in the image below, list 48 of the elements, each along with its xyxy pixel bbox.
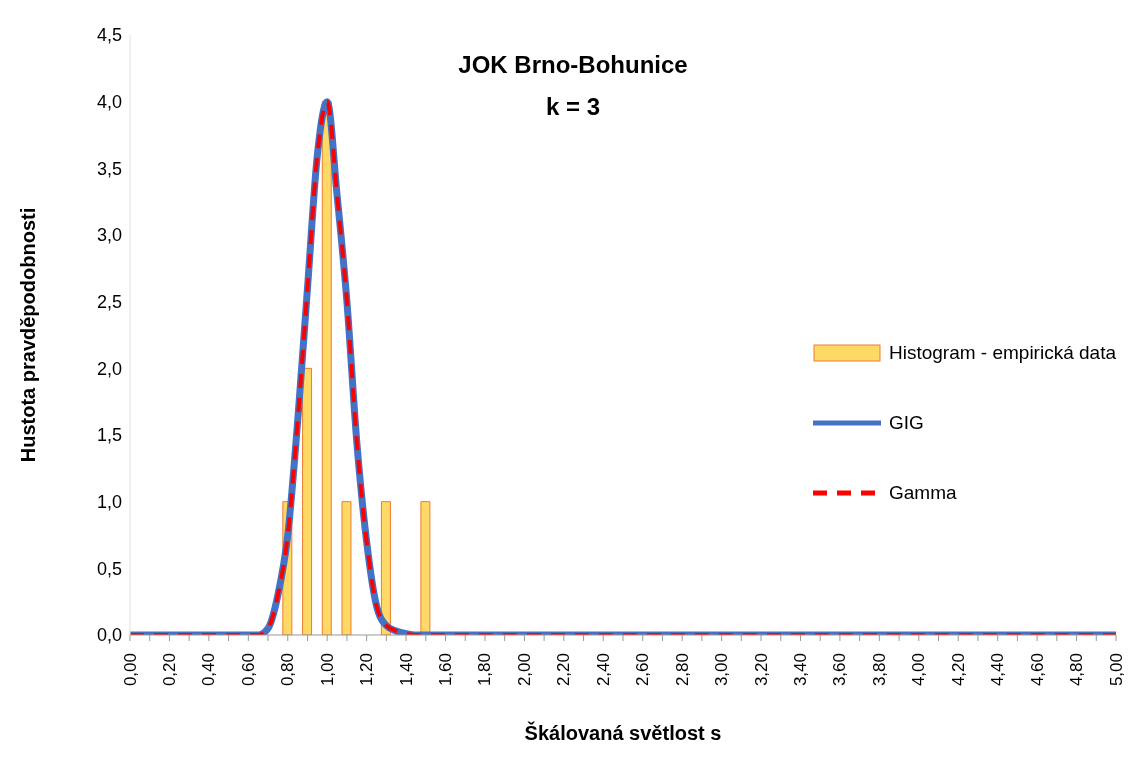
x-tick-label: 3,40: [790, 653, 810, 687]
x-tick-label: 3,80: [869, 653, 889, 687]
y-tick-label: 0,5: [96, 558, 122, 579]
x-tick-label: 2,40: [593, 653, 613, 687]
x-tick-label: 1,40: [396, 653, 416, 687]
x-tick-label: 2,80: [672, 653, 692, 687]
x-tick-label: 4,40: [988, 653, 1008, 687]
x-tick-label: 3,00: [712, 653, 732, 687]
bar: [302, 367, 313, 635]
x-tick-label: 1,00: [317, 653, 337, 687]
x-tick-label: 4,60: [1027, 653, 1047, 687]
x-tick-label: 4,80: [1067, 653, 1087, 687]
x-tick-label: 0,80: [278, 653, 298, 687]
bar: [341, 501, 352, 635]
y-tick-label: 3,0: [96, 225, 122, 246]
x-tick-label: 3,60: [830, 653, 850, 687]
x-tick-label: 1,80: [475, 653, 495, 687]
legend-label: GIG: [888, 412, 924, 434]
y-tick-label: 0,0: [96, 625, 122, 646]
y-tick-label: 1,0: [96, 492, 122, 513]
text: k = 3: [544, 92, 601, 122]
bar: [420, 501, 431, 635]
bar: [380, 501, 391, 635]
y-tick-label: 2,5: [96, 292, 122, 313]
y-tick-label: 4,0: [96, 92, 122, 113]
x-axis-title: Škálovaná světlost s: [524, 721, 722, 744]
legend-label: Histogram - empirická data: [888, 342, 1116, 364]
y-axis-title: Hustota pravděpodobnosti: [17, 207, 40, 463]
x-tick-label: 1,60: [436, 653, 456, 687]
x-tick-label: 2,00: [514, 653, 534, 687]
x-tick-label: 0,40: [199, 653, 219, 687]
y-tick-label: 3,5: [96, 158, 122, 179]
bar: [321, 101, 332, 635]
x-tick-label: 0,60: [238, 653, 258, 687]
text: JOK Brno-Bohunice: [457, 50, 689, 80]
x-tick-label: 3,20: [751, 653, 771, 687]
y-tick-label: 2,0: [96, 358, 122, 379]
x-tick-label: 1,20: [357, 653, 377, 687]
x-tick-label: 2,60: [633, 653, 653, 687]
x-tick-label: 4,00: [909, 653, 929, 687]
x-tick-label: 2,20: [554, 653, 574, 687]
y-tick-label: 1,5: [96, 425, 122, 446]
x-tick-label: 0,20: [159, 653, 179, 687]
legend-label: Gamma: [888, 482, 957, 504]
y-tick-label: 4,5: [96, 25, 122, 46]
x-tick-label: 4,20: [948, 653, 968, 687]
x-tick-label: 5,00: [1106, 653, 1126, 687]
x-tick-label: 0,00: [120, 653, 140, 687]
